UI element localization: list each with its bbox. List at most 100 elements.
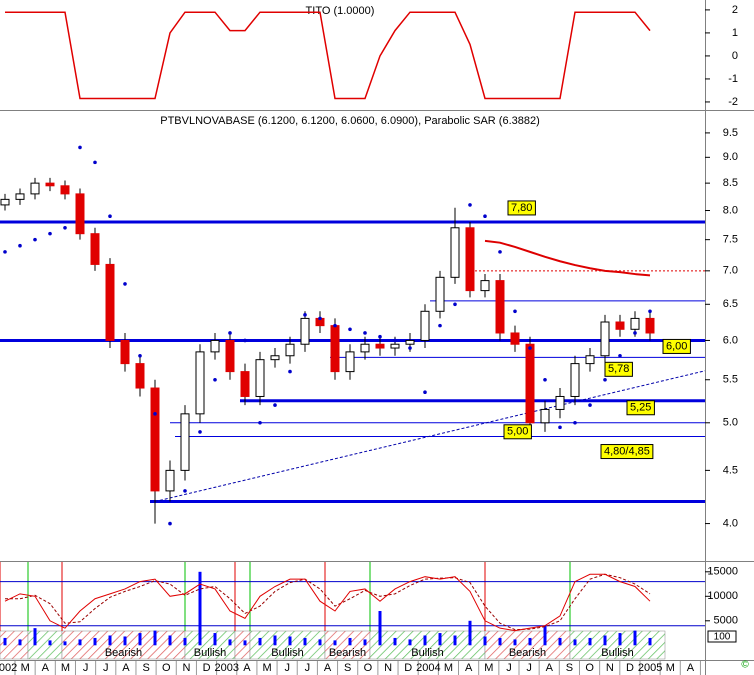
candle-body	[60, 185, 70, 195]
x-tick-label: S	[142, 662, 149, 674]
x-tick-label: A	[324, 662, 332, 674]
x-tick-label: A	[122, 662, 130, 674]
volume-bar	[483, 636, 487, 646]
x-tick-label: 2003	[215, 662, 239, 674]
x-tick-label: 2002	[0, 662, 17, 674]
sar-dot	[483, 214, 487, 218]
volume-bar	[528, 637, 532, 646]
sar-dot	[288, 369, 292, 374]
candle-body	[435, 276, 445, 312]
sar-dot	[3, 250, 7, 254]
x-tick-label: D	[404, 662, 412, 674]
candle-body	[135, 363, 145, 389]
candle-body	[30, 182, 40, 195]
x-tick-label: S	[344, 662, 351, 674]
y-tick-label: 1	[732, 27, 738, 39]
candle-body	[375, 343, 385, 349]
candle-body	[630, 317, 640, 330]
sar-dot	[468, 203, 472, 207]
x-tick-label: O	[364, 662, 373, 674]
signal-label: Bearish	[509, 647, 546, 659]
x-tick-label: M	[262, 662, 271, 674]
y-tick-label: 4.5	[723, 464, 738, 476]
scale-box	[707, 630, 737, 643]
sar-dot	[183, 489, 187, 493]
candle-body	[45, 182, 55, 187]
level-label: 4,80/4,85	[604, 445, 650, 457]
y-tick-label: 5.5	[723, 374, 738, 386]
volume-bar	[648, 637, 652, 646]
signal-band	[27, 630, 63, 660]
signal-band	[324, 630, 371, 660]
level-label-box	[503, 424, 532, 440]
y-tick-label: 8.0	[723, 204, 738, 216]
candle-body	[570, 363, 580, 397]
trend-line	[154, 370, 706, 503]
x-tick-label: N	[606, 662, 614, 674]
candle-body	[330, 325, 340, 373]
volume-bar	[603, 635, 607, 646]
level-label: 5,78	[608, 363, 629, 375]
sar-dot	[543, 377, 547, 382]
sar-dot	[18, 243, 22, 248]
panel-title: TITO (1.0000)	[306, 5, 375, 17]
y-tick-label: 9.0	[723, 151, 738, 163]
candle-body	[195, 351, 205, 415]
sar-dot	[558, 425, 562, 430]
candle-body	[210, 339, 220, 353]
volume-bar	[348, 637, 352, 646]
candle-body	[615, 321, 625, 330]
indicator-line	[5, 11, 651, 100]
y-tick-label: 2	[732, 4, 738, 16]
x-tick-label: J	[526, 662, 532, 674]
volume-bar	[513, 639, 517, 646]
y-tick-label: 7.0	[723, 265, 738, 277]
candle-body	[345, 351, 355, 373]
volume-bar	[423, 635, 427, 646]
x-tick-label: M	[444, 662, 453, 674]
x-tick-label: A	[546, 662, 554, 674]
sar-dot	[33, 237, 37, 242]
volume-bar	[273, 635, 277, 646]
volume-bar	[333, 640, 337, 646]
candle-body	[360, 343, 370, 353]
candle-body	[465, 227, 475, 292]
volume-bar	[18, 639, 22, 646]
x-tick-label: O	[585, 662, 594, 674]
x-tick-label: S	[566, 662, 573, 674]
x-tick-label: M	[666, 662, 675, 674]
sar-dot	[273, 403, 277, 407]
sar-dot	[408, 346, 412, 350]
sar-dot	[453, 302, 457, 307]
volume-bar	[138, 633, 142, 646]
x-tick-label: M	[21, 662, 30, 674]
level-label-box	[626, 400, 655, 416]
volume-bar	[498, 637, 502, 646]
sar-dot	[348, 327, 352, 332]
y-tick-label: 5.0	[723, 417, 738, 429]
sar-dot	[93, 160, 97, 165]
sar-dot	[513, 309, 517, 314]
sar-dot	[303, 313, 307, 317]
volume-bar	[108, 635, 112, 646]
sar-dot	[318, 316, 322, 321]
x-tick-label: N	[182, 662, 190, 674]
x-tick-label: O	[162, 662, 171, 674]
x-tick-label: D	[203, 662, 211, 674]
volume-bar	[258, 637, 262, 646]
sar-dot	[378, 334, 382, 339]
y-tick-label: 6.0	[723, 334, 738, 346]
volume-bar	[3, 637, 7, 646]
volume-bar	[408, 639, 412, 646]
x-tick-label: A	[243, 662, 251, 674]
volume-bar	[63, 641, 67, 646]
sar-dot	[213, 377, 217, 382]
candle-body	[555, 395, 565, 410]
y-tick-label: 4.0	[723, 517, 738, 529]
volume-bar	[588, 637, 592, 646]
candle-body	[420, 310, 430, 341]
candle-body	[120, 339, 130, 365]
y-tick-label: -1	[728, 73, 738, 85]
x-tick-label: M	[484, 662, 493, 674]
